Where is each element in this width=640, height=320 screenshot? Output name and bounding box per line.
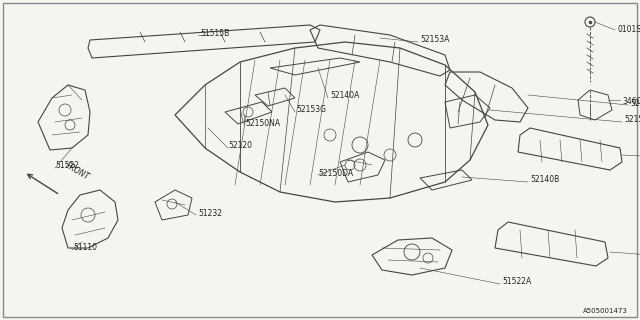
Text: 51232: 51232 [198, 209, 222, 218]
Text: 52140B: 52140B [530, 175, 559, 185]
Text: 52153B: 52153B [624, 116, 640, 124]
Text: 52120: 52120 [228, 141, 252, 150]
Text: FRONT: FRONT [64, 161, 91, 182]
Text: 51110: 51110 [73, 244, 97, 252]
Text: 51515B: 51515B [200, 28, 229, 37]
Text: 52150C: 52150C [630, 99, 640, 108]
Text: A505001473: A505001473 [583, 308, 628, 314]
Text: 51522A: 51522A [502, 277, 531, 286]
Text: 34608C: 34608C [622, 98, 640, 107]
Text: 52140A: 52140A [330, 92, 360, 100]
Text: 52150DA: 52150DA [318, 169, 353, 178]
Text: 52153G: 52153G [296, 106, 326, 115]
Text: 51522: 51522 [55, 162, 79, 171]
Text: 52153A: 52153A [420, 36, 449, 44]
Text: 52150NA: 52150NA [245, 118, 280, 127]
Text: 0101S: 0101S [618, 26, 640, 35]
